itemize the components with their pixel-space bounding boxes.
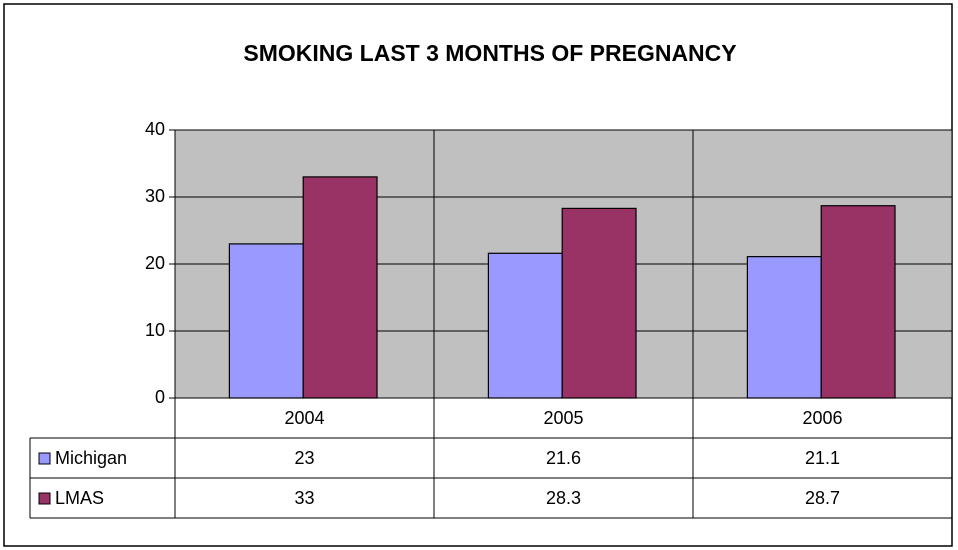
legend-label: LMAS bbox=[55, 488, 104, 508]
legend-swatch bbox=[38, 452, 51, 465]
table-value: 28.3 bbox=[546, 488, 581, 508]
y-tick-label: 10 bbox=[145, 320, 165, 340]
bar bbox=[487, 252, 563, 399]
bar bbox=[561, 207, 637, 399]
x-tick-label: 2006 bbox=[802, 408, 842, 428]
x-tick-label: 2004 bbox=[284, 408, 324, 428]
legend-swatch bbox=[38, 492, 51, 505]
y-tick-label: 40 bbox=[145, 119, 165, 139]
table-value: 28.7 bbox=[805, 488, 840, 508]
y-tick-label: 0 bbox=[155, 387, 165, 407]
table-value: 21.6 bbox=[546, 448, 581, 468]
bar bbox=[302, 176, 378, 399]
legend-label: Michigan bbox=[55, 448, 127, 468]
y-tick-label: 30 bbox=[145, 186, 165, 206]
table-value: 33 bbox=[294, 488, 314, 508]
y-tick-label: 20 bbox=[145, 253, 165, 273]
table-value: 23 bbox=[294, 448, 314, 468]
table-value: 21.1 bbox=[805, 448, 840, 468]
bar bbox=[746, 256, 822, 399]
x-tick-label: 2005 bbox=[543, 408, 583, 428]
chart-title: SMOKING LAST 3 MONTHS OF PREGNANCY bbox=[243, 40, 736, 66]
bar bbox=[820, 205, 896, 399]
bar bbox=[228, 243, 304, 399]
